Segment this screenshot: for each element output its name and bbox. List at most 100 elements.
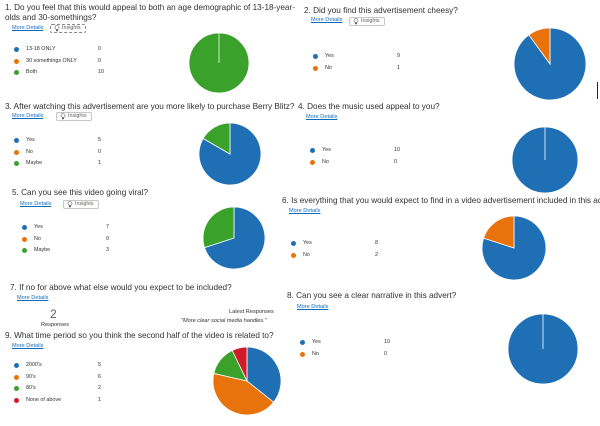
legend-value: 1: [98, 396, 101, 403]
legend-swatch: [300, 351, 305, 357]
insights-label: Insights: [62, 25, 81, 31]
legend-swatch: [14, 363, 19, 368]
pie-slice-90-s: [212, 372, 275, 416]
legend-value: 10: [394, 147, 400, 153]
legend-value: 5: [98, 137, 101, 143]
legend-value: 0: [106, 235, 109, 242]
legend-label: No: [325, 64, 332, 71]
question-2-more-details-link[interactable]: More Details: [311, 17, 343, 23]
legend-label: Yes: [34, 224, 43, 230]
legend-value: 0: [384, 350, 387, 357]
legend-swatch: [14, 58, 19, 64]
latest-response-quote: "More clear social media handles.": [181, 318, 267, 324]
question-3-title: 3. After watching this advertisement are…: [5, 102, 295, 111]
legend-swatch: [14, 47, 19, 52]
responses-label: Responses: [41, 322, 69, 328]
legend-label: Yes: [312, 339, 321, 345]
question-3-pie-chart: [198, 122, 262, 186]
question-4-pie-chart: [511, 126, 579, 194]
question-3-more-details-link[interactable]: More Details: [12, 113, 44, 119]
legend-swatch: [22, 236, 27, 242]
legend-value: 6: [98, 373, 101, 380]
question-1-title: 1. Do you feel that this would appeal to…: [5, 3, 295, 22]
legend-label: Yes: [303, 240, 312, 246]
question-8-more-details-link[interactable]: More Details: [297, 304, 329, 310]
question-1-insights-button[interactable]: Insights: [50, 24, 86, 33]
legend-value: 9: [397, 53, 400, 59]
legend-swatch: [22, 225, 27, 230]
question-9-title: 9. What time period so you think the sec…: [5, 331, 274, 340]
legend-swatch: [14, 397, 19, 403]
legend-swatch: [14, 70, 19, 75]
question-3-insights-button[interactable]: Insights: [56, 112, 92, 121]
question-6-title: 6. Is everything that you would expect t…: [282, 196, 600, 205]
question-4-title: 4. Does the music used appeal to you?: [298, 102, 440, 111]
legend-value: 0: [98, 148, 101, 155]
pie-slice-yes: [204, 206, 266, 270]
legend-value: 10: [98, 69, 104, 75]
latest-responses-label: Latest Responses: [229, 309, 274, 315]
question-5-title: 5. Can you see this video going viral?: [12, 188, 149, 197]
legend-swatch: [310, 159, 315, 165]
legend-label: None of above: [26, 396, 62, 403]
legend-swatch: [14, 374, 19, 380]
legend-swatch: [14, 386, 19, 391]
legend-label: Yes: [325, 53, 334, 59]
legend-swatch: [300, 340, 305, 345]
lightbulb-icon: [353, 18, 359, 25]
legend-value: 0: [394, 158, 397, 165]
legend-label: 80's: [26, 385, 36, 391]
legend-label: 90's: [26, 373, 36, 380]
lightbulb-icon: [67, 201, 73, 208]
insights-label: Insights: [75, 201, 94, 207]
legend-value: 7: [106, 224, 109, 230]
legend-label: 30 somethings ONLY: [26, 57, 77, 64]
legend-swatch: [14, 149, 19, 155]
question-2-pie-chart: [513, 27, 587, 101]
lightbulb-icon: [54, 25, 60, 32]
legend-label: Yes: [26, 137, 35, 143]
question-8-title: 8. Can you see a clear narrative in this…: [287, 291, 457, 300]
legend-label: No: [322, 158, 329, 165]
responses-count: 2: [50, 307, 57, 321]
question-9-more-details-link[interactable]: More Details: [12, 343, 44, 349]
legend-value: 2: [375, 251, 378, 258]
legend-swatch: [291, 252, 296, 258]
legend-value: 0: [98, 57, 101, 64]
legend-label: No: [34, 235, 41, 242]
insights-label: Insights: [68, 113, 87, 119]
question-6-more-details-link[interactable]: More Details: [289, 208, 321, 214]
question-4-more-details-link[interactable]: More Details: [306, 114, 338, 120]
legend-label: Maybe: [26, 160, 43, 166]
question-2-title: 2. Did you find this advertisement chees…: [304, 6, 458, 15]
legend-label: No: [26, 148, 33, 155]
question-8-pie-chart: [507, 313, 579, 385]
legend-value: 1: [98, 160, 101, 166]
insights-label: Insights: [361, 18, 380, 24]
legend-swatch: [310, 148, 315, 153]
pie-slice-no: [528, 27, 551, 66]
pie-slice-2000-s: [246, 346, 282, 403]
question-6-pie-chart: [481, 215, 547, 281]
legend-value: 1: [397, 64, 400, 71]
question-2-insights-button[interactable]: Insights: [349, 17, 385, 26]
legend-swatch: [313, 65, 318, 71]
question-5-insights-button[interactable]: Insights: [63, 200, 99, 209]
legend-value: 0: [98, 46, 101, 52]
pie-slice-no: [483, 215, 515, 249]
legend-label: 2000's: [26, 362, 42, 368]
question-9-pie-chart: [212, 346, 282, 416]
question-7-title: 7. If no for above what else would you e…: [10, 283, 232, 292]
question-7-more-details-link[interactable]: More Details: [17, 295, 49, 301]
legend-label: 13-18 ONLY: [26, 46, 56, 52]
legend-value: 3: [106, 247, 109, 253]
text-cursor: [597, 82, 598, 99]
legend-value: 8: [375, 240, 378, 246]
question-1-more-details-link[interactable]: More Details: [12, 25, 44, 31]
legend-value: 2: [98, 385, 101, 391]
question-5-pie-chart: [202, 206, 266, 270]
legend-swatch: [291, 241, 296, 246]
question-5-more-details-link[interactable]: More Details: [20, 201, 52, 207]
legend-swatch: [313, 54, 318, 59]
pie-slice-maybe: [202, 206, 235, 249]
